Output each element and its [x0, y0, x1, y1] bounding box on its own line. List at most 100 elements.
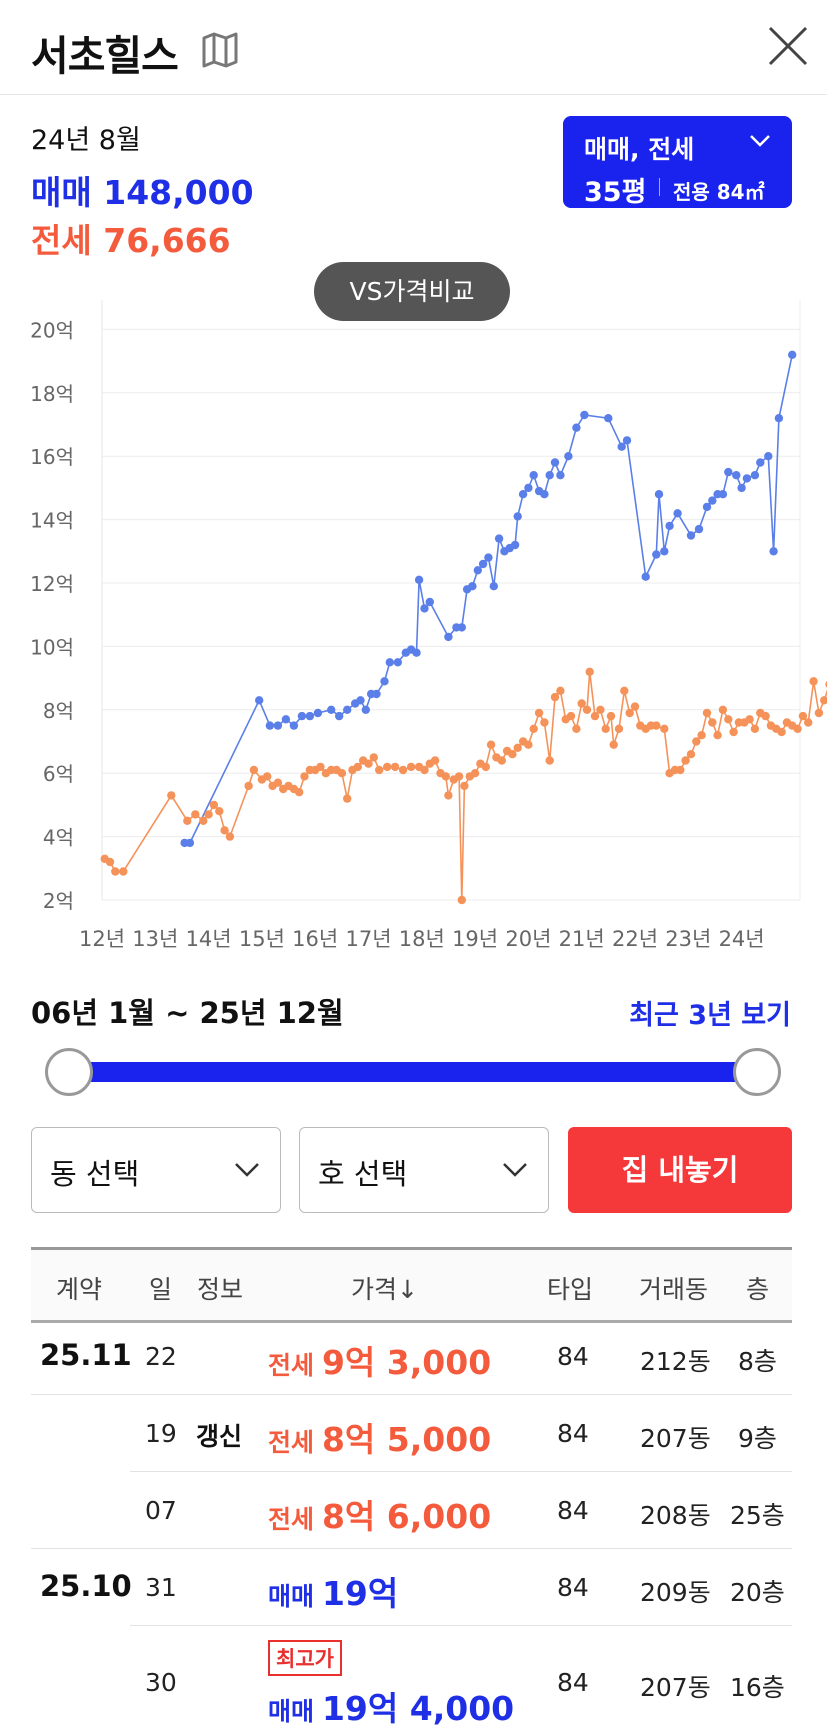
- data-point[interactable]: [508, 750, 517, 759]
- data-point[interactable]: [518, 490, 528, 499]
- data-point[interactable]: [425, 597, 434, 607]
- data-point[interactable]: [444, 791, 453, 800]
- data-point[interactable]: [601, 724, 610, 733]
- data-point[interactable]: [380, 677, 389, 686]
- data-point[interactable]: [764, 452, 773, 461]
- data-point[interactable]: [481, 762, 490, 772]
- data-point[interactable]: [625, 708, 634, 718]
- data-point[interactable]: [225, 832, 235, 841]
- data-point[interactable]: [478, 559, 488, 569]
- data-point[interactable]: [686, 750, 696, 759]
- data-point[interactable]: [577, 699, 586, 708]
- date-range-end-handle[interactable]: [733, 1048, 781, 1096]
- data-point[interactable]: [273, 778, 283, 787]
- data-point[interactable]: [596, 705, 605, 714]
- data-point[interactable]: [718, 705, 728, 714]
- data-point[interactable]: [590, 711, 600, 721]
- data-point[interactable]: [414, 575, 424, 584]
- data-point[interactable]: [383, 762, 392, 772]
- data-point[interactable]: [375, 765, 384, 775]
- data-point[interactable]: [572, 423, 581, 432]
- data-point[interactable]: [585, 667, 594, 676]
- table-row[interactable]: 19 갱신 전세 8억 5,000 84 207동 9층: [0, 1395, 827, 1471]
- data-point[interactable]: [412, 648, 421, 657]
- data-point[interactable]: [702, 502, 712, 512]
- type-selector-button[interactable]: 매매, 전세 35평 전용 84㎡: [563, 116, 792, 208]
- data-point[interactable]: [550, 692, 560, 702]
- ho-select[interactable]: 호 선택: [299, 1127, 549, 1213]
- data-point[interactable]: [572, 724, 581, 733]
- data-point[interactable]: [510, 540, 520, 550]
- table-row[interactable]: 30 최고가 매매 19억 4,000 84 207동 16층: [0, 1626, 827, 1729]
- data-point[interactable]: [545, 471, 554, 480]
- data-point[interactable]: [343, 794, 352, 803]
- data-point[interactable]: [545, 756, 554, 765]
- data-point[interactable]: [809, 677, 818, 686]
- data-point[interactable]: [361, 705, 370, 714]
- data-point[interactable]: [580, 410, 589, 420]
- data-point[interactable]: [305, 711, 315, 721]
- data-point[interactable]: [673, 509, 682, 518]
- data-point[interactable]: [191, 810, 200, 819]
- data-point[interactable]: [369, 753, 378, 762]
- data-point[interactable]: [788, 350, 797, 359]
- data-point[interactable]: [804, 718, 813, 727]
- data-point[interactable]: [215, 807, 224, 816]
- data-point[interactable]: [798, 711, 808, 721]
- data-point[interactable]: [524, 483, 533, 493]
- data-point[interactable]: [622, 436, 632, 445]
- data-point[interactable]: [316, 762, 325, 772]
- data-point[interactable]: [820, 696, 827, 705]
- data-point[interactable]: [473, 566, 482, 575]
- list-home-button[interactable]: 집 내놓기: [568, 1127, 792, 1213]
- data-point[interactable]: [457, 623, 466, 632]
- header-price-sort[interactable]: 가격↓: [351, 1275, 418, 1304]
- data-point[interactable]: [534, 708, 544, 718]
- data-point[interactable]: [620, 686, 629, 695]
- data-point[interactable]: [737, 483, 746, 493]
- data-point[interactable]: [353, 762, 362, 772]
- data-point[interactable]: [604, 414, 613, 423]
- data-point[interactable]: [708, 496, 717, 505]
- data-point[interactable]: [183, 816, 192, 825]
- data-point[interactable]: [460, 781, 469, 791]
- data-point[interactable]: [494, 534, 504, 543]
- data-point[interactable]: [777, 727, 786, 737]
- data-point[interactable]: [694, 524, 704, 534]
- data-point[interactable]: [209, 800, 219, 810]
- data-point[interactable]: [265, 721, 275, 730]
- data-point[interactable]: [420, 604, 429, 613]
- data-point[interactable]: [556, 686, 565, 695]
- data-point[interactable]: [654, 490, 664, 499]
- data-point[interactable]: [681, 756, 690, 765]
- data-point[interactable]: [529, 471, 538, 480]
- date-range-slider-track[interactable]: [70, 1062, 758, 1082]
- data-point[interactable]: [756, 458, 765, 467]
- data-point[interactable]: [540, 490, 549, 499]
- data-point[interactable]: [185, 838, 195, 848]
- data-point[interactable]: [273, 721, 283, 730]
- data-point[interactable]: [398, 765, 408, 775]
- data-point[interactable]: [745, 715, 754, 724]
- data-point[interactable]: [441, 772, 450, 781]
- data-point[interactable]: [697, 731, 706, 740]
- data-point[interactable]: [255, 696, 264, 705]
- data-point[interactable]: [484, 553, 493, 562]
- map-icon[interactable]: [200, 30, 240, 70]
- data-point[interactable]: [468, 582, 477, 591]
- data-point[interactable]: [793, 724, 802, 733]
- data-point[interactable]: [814, 708, 824, 718]
- data-point[interactable]: [774, 414, 784, 423]
- data-point[interactable]: [364, 759, 373, 768]
- data-point[interactable]: [281, 715, 291, 724]
- data-point[interactable]: [540, 718, 549, 727]
- data-point[interactable]: [220, 826, 229, 835]
- dong-select[interactable]: 동 선택: [31, 1127, 281, 1213]
- data-point[interactable]: [660, 724, 669, 733]
- data-point[interactable]: [676, 765, 685, 775]
- data-point[interactable]: [289, 721, 299, 730]
- data-point[interactable]: [356, 696, 365, 705]
- data-point[interactable]: [708, 718, 717, 727]
- table-row[interactable]: 07 전세 8억 6,000 84 208동 25층: [0, 1472, 827, 1548]
- data-point[interactable]: [470, 769, 480, 778]
